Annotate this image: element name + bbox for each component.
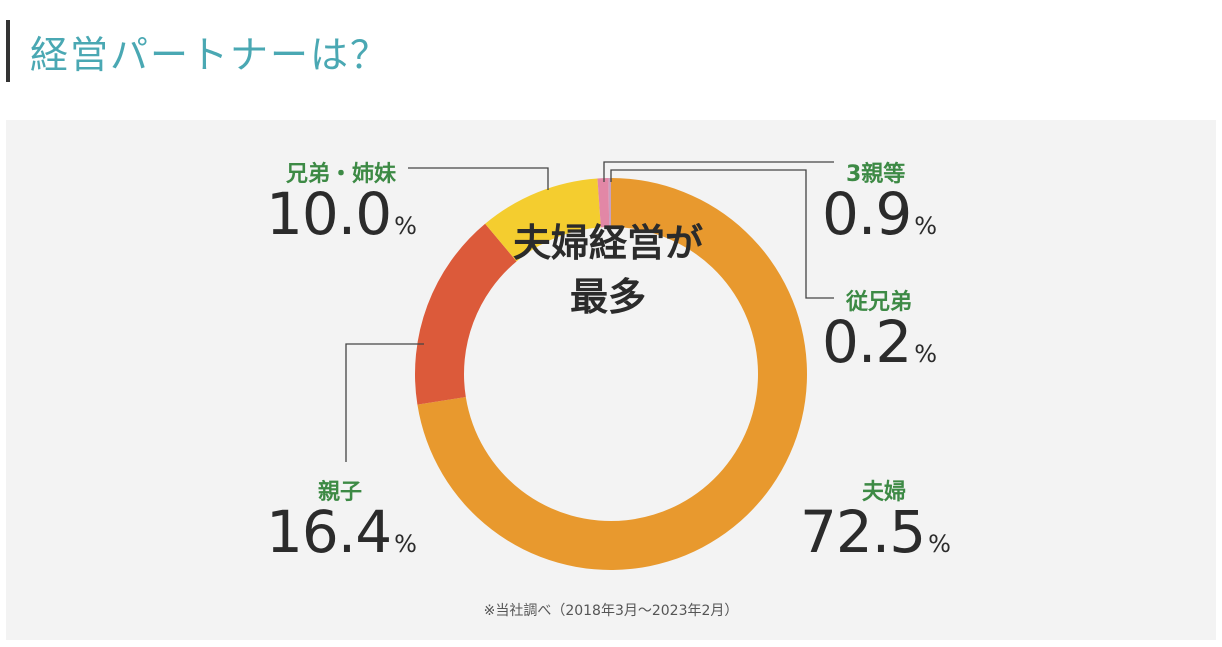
value-third-degree-number: 0.9 [822,180,912,248]
segment-parent-child [414,223,517,405]
value-married: 72.5% [800,498,951,566]
center-caption-line-1: 夫婦経営が [512,221,703,265]
segment-siblings [485,178,601,262]
page-heading: 経営パートナーは？ [6,20,390,82]
label-married: 夫婦 [862,480,907,505]
label-third-degree: 3親等 [846,162,906,187]
value-siblings-number: 10.0 [266,180,392,248]
center-caption-line-2: 最多 [569,275,646,319]
value-parent-child: 16.4% [266,498,417,566]
value-parent-child-unit: % [394,530,417,558]
value-siblings: 10.0% [266,180,417,248]
value-cousins-unit: % [914,340,937,368]
value-cousins-number: 0.2 [822,308,912,376]
value-married-number: 72.5 [800,498,926,566]
leader-cousins [610,169,834,299]
segment-cousins [608,178,611,228]
leader-siblings [408,167,549,190]
label-cousins: 従兄弟 [846,290,913,315]
source-note: ※当社調べ（2018年3月〜2023年2月） [483,603,739,619]
segment-third-degree [597,178,610,228]
center-caption: 夫婦経営が 最多 [478,216,738,324]
leader-third-degree [603,161,834,182]
value-married-unit: % [928,530,951,558]
page-title: 経営パートナーは？ [30,32,391,77]
value-cousins: 0.2% [822,308,937,376]
value-third-degree-unit: % [914,212,937,240]
value-siblings-unit: % [394,212,417,240]
label-siblings: 兄弟・姉妹 [286,162,397,187]
value-third-degree: 0.9% [822,180,937,248]
value-parent-child-number: 16.4 [266,498,392,566]
leader-parent-child [345,343,424,462]
label-parent-child: 親子 [318,480,363,505]
